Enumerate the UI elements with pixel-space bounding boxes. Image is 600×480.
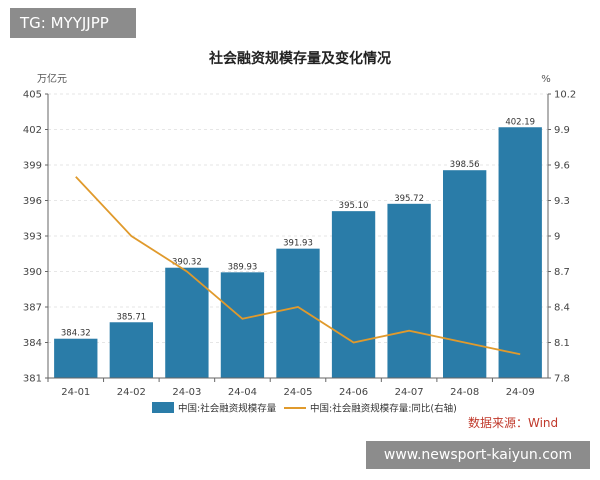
bar-data-label: 402.19: [505, 117, 535, 127]
right-axis-unit: %: [541, 74, 551, 85]
bar-data-label: 385.71: [116, 312, 146, 322]
bar-data-label: 389.93: [228, 262, 258, 272]
left-tick-label: 393: [23, 232, 42, 243]
legend-swatch-bar: [152, 402, 174, 413]
watermark-top: TG: MYYJJPP: [10, 8, 136, 38]
left-tick-label: 396: [23, 196, 42, 207]
bar: [331, 211, 376, 378]
bar: [220, 272, 265, 378]
right-tick-label: 9.6: [554, 161, 570, 172]
x-tick-label: 24-01: [61, 387, 90, 398]
right-tick-label: 9.3: [554, 196, 570, 207]
x-tick-label: 24-07: [395, 387, 424, 398]
yoy-line: [75, 176, 521, 356]
left-tick-label: 381: [23, 374, 42, 385]
left-tick-label: 390: [23, 267, 42, 278]
watermark-bottom: www.newsport-kaiyun.com: [366, 441, 590, 469]
left-tick-label: 405: [23, 90, 42, 101]
right-tick-label: 7.8: [554, 374, 570, 385]
left-tick-label: 384: [23, 338, 42, 349]
legend-label-line: 中国:社会融资规模存量:同比(右轴): [310, 403, 457, 415]
line-series: [75, 176, 521, 356]
bar: [109, 322, 153, 378]
x-tick-label: 24-06: [339, 387, 368, 398]
right-tick-label: 9: [554, 232, 560, 243]
bar-data-label: 391.93: [283, 239, 313, 249]
right-tick-label: 8.1: [554, 338, 570, 349]
bar-data-label: 390.32: [172, 258, 202, 268]
legend-label-bar: 中国:社会融资规模存量: [178, 403, 277, 415]
bar: [498, 127, 542, 378]
bar-series: 384.32 385.71 390.32 389.93 391.93 395.10 395.…: [54, 117, 542, 378]
axes: 381 384 387 390 393 396 399 402 405 7.8 8.1 8.4 8.7 9…: [23, 90, 576, 399]
x-tick-label: 24-04: [228, 387, 257, 398]
x-tick-label: 24-05: [283, 387, 312, 398]
bar-data-label: 395.10: [339, 201, 369, 211]
right-tick-label: 8.7: [554, 267, 570, 278]
bar-data-label: 384.32: [61, 329, 91, 339]
x-tick-label: 24-02: [117, 387, 146, 398]
x-tick-label: 24-09: [506, 387, 535, 398]
left-tick-label: 387: [23, 303, 42, 314]
bar: [54, 338, 98, 378]
bar-data-label: 395.72: [394, 194, 424, 204]
left-tick-label: 399: [23, 161, 42, 172]
bar: [387, 203, 431, 378]
left-axis-unit: 万亿元: [37, 72, 67, 85]
bar: [276, 248, 320, 378]
right-tick-label: 9.9: [554, 125, 570, 136]
chart-title: 社会融资规模存量及变化情况: [208, 50, 391, 67]
legend: 中国:社会融资规模存量 中国:社会融资规模存量:同比(右轴): [152, 402, 457, 415]
bar: [443, 170, 487, 378]
right-tick-label: 10.2: [554, 90, 576, 101]
bar: [165, 267, 209, 378]
source-note: 数据来源：Wind: [468, 416, 559, 430]
right-tick-label: 8.4: [554, 303, 570, 314]
x-tick-label: 24-08: [450, 387, 479, 398]
x-tick-label: 24-03: [172, 387, 201, 398]
left-tick-label: 402: [23, 125, 42, 136]
bar-data-label: 398.56: [450, 160, 480, 170]
